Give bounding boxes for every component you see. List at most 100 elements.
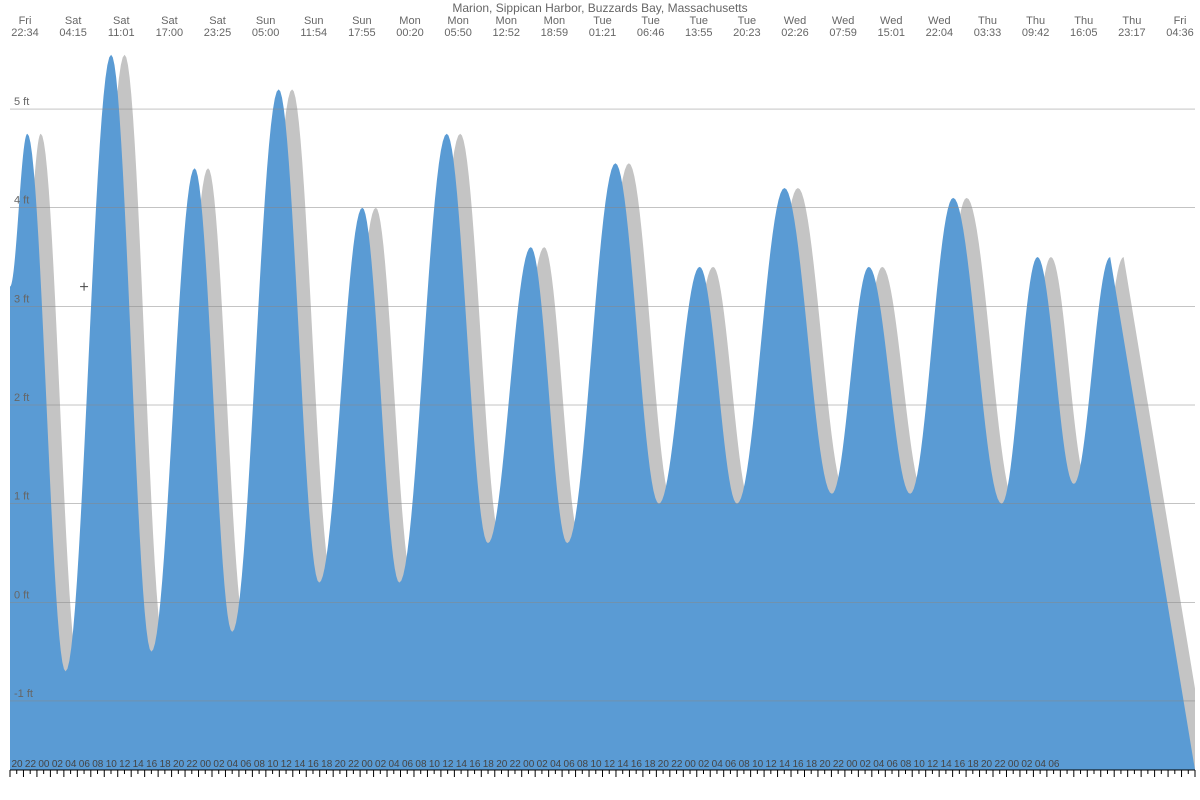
- chart-svg: -1 ft0 ft1 ft2 ft3 ft4 ft5 ftMarion, Sip…: [0, 0, 1200, 800]
- x-axis-label: 16: [792, 759, 804, 770]
- x-axis-label: 00: [200, 759, 212, 770]
- x-axis-label: 06: [79, 759, 91, 770]
- header-time: 17:00: [156, 27, 184, 39]
- x-axis-label: 04: [1035, 759, 1047, 770]
- header-day: Tue: [738, 15, 757, 27]
- x-axis-label: 22: [994, 759, 1006, 770]
- header-day: Sat: [113, 15, 130, 27]
- header-day: Fri: [19, 15, 32, 27]
- x-axis-label: 08: [739, 759, 751, 770]
- x-axis-label: 12: [442, 759, 454, 770]
- x-axis-label: 14: [133, 759, 145, 770]
- header-day: Sun: [304, 15, 324, 27]
- x-axis-label: 12: [604, 759, 616, 770]
- header-day: Mon: [544, 15, 565, 27]
- x-axis-label: 08: [254, 759, 266, 770]
- header-time: 18:59: [541, 27, 569, 39]
- x-axis-label: 22: [671, 759, 683, 770]
- x-axis-label: 18: [321, 759, 333, 770]
- header-time: 22:04: [926, 27, 954, 39]
- header-time: 01:21: [589, 27, 617, 39]
- x-axis-label: 00: [523, 759, 535, 770]
- x-axis-label: 06: [564, 759, 576, 770]
- x-axis-label: 10: [752, 759, 764, 770]
- header-time: 13:55: [685, 27, 713, 39]
- header-time: 05:00: [252, 27, 280, 39]
- x-axis-label: 04: [712, 759, 724, 770]
- header-time: 04:15: [59, 27, 87, 39]
- y-axis-label: 4 ft: [14, 195, 29, 207]
- x-axis-label: 16: [308, 759, 320, 770]
- header-day: Mon: [447, 15, 468, 27]
- x-axis-label: 00: [685, 759, 697, 770]
- tide-chart: -1 ft0 ft1 ft2 ft3 ft4 ft5 ftMarion, Sip…: [0, 0, 1200, 800]
- x-axis-label: 14: [779, 759, 791, 770]
- x-axis-label: 14: [294, 759, 306, 770]
- header-day: Sat: [161, 15, 178, 27]
- x-axis-label: 04: [65, 759, 77, 770]
- x-axis-label: 14: [941, 759, 953, 770]
- header-time: 07:59: [829, 27, 857, 39]
- y-axis-label: 5 ft: [14, 96, 29, 108]
- x-axis-label: 06: [725, 759, 737, 770]
- x-axis-label: 10: [914, 759, 926, 770]
- x-axis-label: 06: [1048, 759, 1060, 770]
- header-day: Tue: [641, 15, 660, 27]
- x-axis-label: 00: [38, 759, 50, 770]
- header-time: 12:52: [492, 27, 520, 39]
- header-time: 11:01: [108, 27, 135, 39]
- y-axis-label: 1 ft: [14, 491, 29, 503]
- x-axis-label: 10: [267, 759, 279, 770]
- x-axis-label: 06: [887, 759, 899, 770]
- x-axis-label: 02: [860, 759, 872, 770]
- x-axis-label: 04: [550, 759, 562, 770]
- x-axis-label: 00: [1008, 759, 1020, 770]
- x-axis-label: 02: [537, 759, 549, 770]
- header-day: Mon: [399, 15, 420, 27]
- x-axis-label: 10: [590, 759, 602, 770]
- header-time: 06:46: [637, 27, 665, 39]
- header-time: 04:36: [1166, 27, 1194, 39]
- x-axis-label: 04: [227, 759, 239, 770]
- x-axis-label: 18: [160, 759, 172, 770]
- header-day: Tue: [689, 15, 708, 27]
- x-axis-label: 08: [415, 759, 427, 770]
- header-day: Sun: [256, 15, 276, 27]
- header-day: Thu: [978, 15, 997, 27]
- x-axis-label: 02: [698, 759, 710, 770]
- x-axis-label: 00: [846, 759, 858, 770]
- y-axis-label: -1 ft: [14, 688, 33, 700]
- x-axis-label: 12: [119, 759, 131, 770]
- header-day: Wed: [784, 15, 806, 27]
- header-day: Wed: [832, 15, 854, 27]
- x-axis-label: 20: [819, 759, 831, 770]
- x-axis-label: 20: [335, 759, 347, 770]
- x-axis-label: 18: [644, 759, 656, 770]
- y-axis-label: 2 ft: [14, 392, 29, 404]
- x-axis-label: 00: [362, 759, 374, 770]
- x-axis-label: 06: [402, 759, 414, 770]
- header-time: 15:01: [877, 27, 905, 39]
- x-axis-label: 04: [388, 759, 400, 770]
- header-day: Thu: [1026, 15, 1045, 27]
- x-axis-label: 20: [173, 759, 185, 770]
- x-axis-label: 12: [766, 759, 778, 770]
- header-time: 11:54: [300, 27, 327, 39]
- header-day: Sun: [352, 15, 372, 27]
- x-axis-label: 22: [833, 759, 845, 770]
- header-time: 22:34: [11, 27, 39, 39]
- y-axis-label: 3 ft: [14, 293, 29, 305]
- header-day: Fri: [1174, 15, 1187, 27]
- header-time: 20:23: [733, 27, 761, 39]
- x-axis-label: 04: [873, 759, 885, 770]
- x-axis-label: 12: [927, 759, 939, 770]
- header-day: Tue: [593, 15, 612, 27]
- x-axis-label: 14: [617, 759, 629, 770]
- x-axis-label: 14: [456, 759, 468, 770]
- header-day: Thu: [1074, 15, 1093, 27]
- x-axis-label: 08: [92, 759, 104, 770]
- y-axis-label: 0 ft: [14, 589, 29, 601]
- x-axis-label: 02: [213, 759, 225, 770]
- header-day: Wed: [880, 15, 902, 27]
- x-axis-label: 02: [52, 759, 64, 770]
